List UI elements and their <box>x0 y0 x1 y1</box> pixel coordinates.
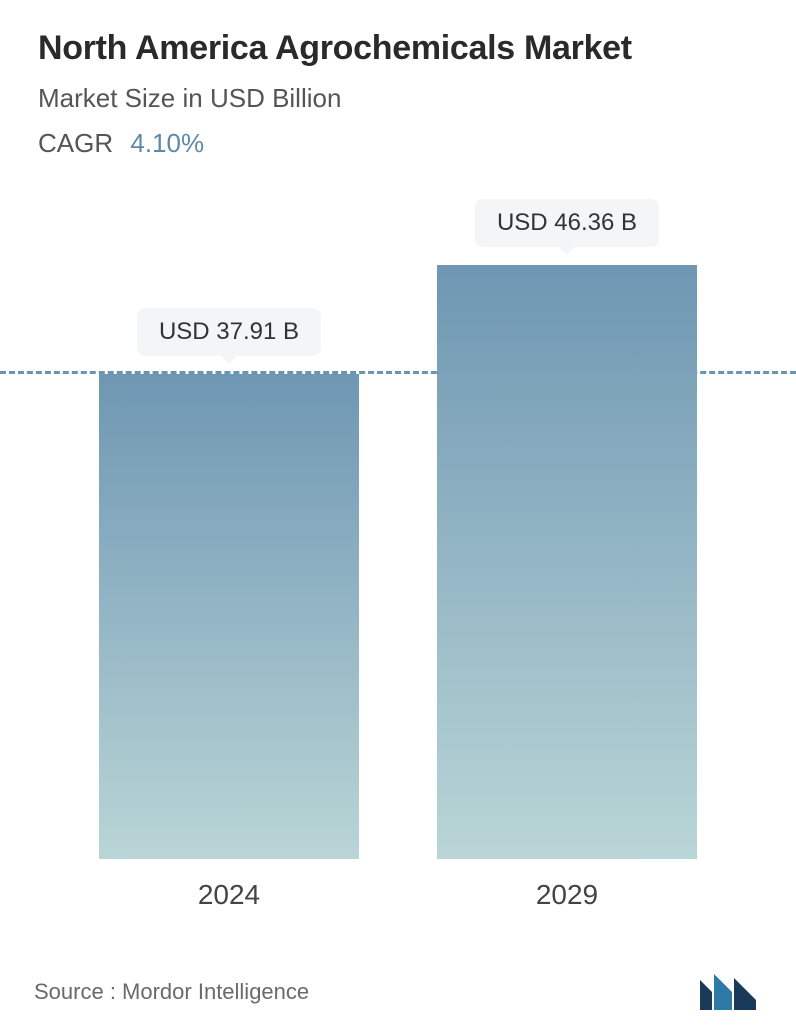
bars-container: USD 37.91 B USD 46.36 B <box>0 219 796 859</box>
value-badge: USD 37.91 B <box>137 308 321 356</box>
chart-area: USD 37.91 B USD 46.36 B 2024 2029 <box>0 199 796 919</box>
bar <box>437 265 697 858</box>
subtitle: Market Size in USD Billion <box>38 83 758 114</box>
x-axis-label: 2029 <box>437 869 697 919</box>
value-badge: USD 46.36 B <box>475 199 659 247</box>
brand-logo <box>698 972 762 1012</box>
cagr-value: 4.10% <box>130 128 204 158</box>
x-axis-label: 2024 <box>99 869 359 919</box>
page-title: North America Agrochemicals Market <box>38 28 758 69</box>
footer: Source : Mordor Intelligence <box>0 972 796 1012</box>
bar-group: USD 37.91 B <box>99 374 359 859</box>
header: North America Agrochemicals Market Marke… <box>0 0 796 159</box>
x-axis: 2024 2029 <box>0 869 796 919</box>
bar <box>99 374 359 859</box>
cagr-row: CAGR 4.10% <box>38 128 758 159</box>
cagr-label: CAGR <box>38 128 113 158</box>
source-text: Source : Mordor Intelligence <box>34 979 309 1005</box>
bar-group: USD 46.36 B <box>437 265 697 858</box>
logo-icon <box>698 972 762 1012</box>
